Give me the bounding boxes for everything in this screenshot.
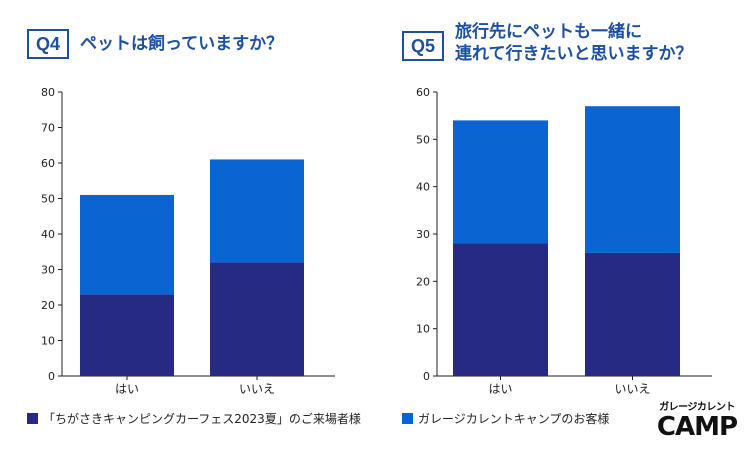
q4-x-tick-label: いいえ: [239, 382, 275, 396]
q5-y-tick-label: 20: [416, 275, 430, 288]
q4-bar-dark-0: [80, 294, 174, 376]
q5-bar-dark-1: [585, 252, 680, 376]
q4-y-tick-label: 20: [41, 299, 55, 312]
q5-x-tick-label: はい: [488, 382, 512, 396]
logo-line1: ガレージカレント: [659, 402, 735, 413]
q4-y-tick-label: 10: [41, 335, 55, 348]
q5-y-tick-label: 10: [416, 323, 430, 336]
q5-y-tick-label: 0: [423, 370, 430, 383]
q5-x-tick-label: いいえ: [614, 382, 650, 396]
q5-y-tick-label: 50: [416, 133, 430, 146]
q4-y-tick-label: 0: [48, 370, 55, 383]
q4-y-tick-label: 50: [41, 193, 55, 206]
q4-title-line: ペットは飼っていますか？: [80, 34, 284, 54]
legend-right: ガレージカレントキャンプのお客様: [402, 410, 609, 427]
q4-y-tick-label: 80: [41, 86, 55, 99]
q4-y-tick-label: 60: [41, 157, 55, 170]
logo-line2: CAMP: [656, 412, 738, 442]
q4-title: ペットは飼っていますか？: [80, 33, 283, 55]
garage-current-camp-logo: ガレージカレント CAMP: [650, 398, 744, 444]
q5-title-line-1: 旅行先にペットも一緒に: [455, 22, 642, 42]
q5-bar-dark-0: [453, 243, 548, 376]
legend-left: 「ちがさきキャンピングカーフェス2023夏」のご来場者様: [27, 410, 361, 427]
q4-bar-dark-1: [210, 262, 304, 376]
q5-bar-light-1: [585, 106, 680, 253]
q5-y-tick-label: 60: [416, 86, 430, 99]
q4-badge: Q4: [27, 29, 69, 59]
q4-y-tick-label: 70: [41, 122, 55, 135]
q4-bar-light-0: [80, 194, 174, 295]
q5-y-tick-label: 30: [416, 228, 430, 241]
legend-right-label: ガレージカレントキャンプのお客様: [418, 412, 610, 426]
legend-right-swatch: [402, 413, 413, 424]
q5-y-tick-label: 40: [416, 181, 430, 194]
q5-title-line-2: 連れて行きたいと思いますか？: [455, 44, 693, 64]
q5-title: 旅行先にペットも一緒に 連れて行きたいと思いますか？: [455, 21, 693, 65]
q4-y-tick-label: 30: [41, 264, 55, 277]
legend-left-label: 「ちがさきキャンピングカーフェス2023夏」のご来場者様: [43, 412, 361, 426]
q4-x-tick-label: はい: [115, 382, 139, 396]
q4-y-tick-label: 40: [41, 228, 55, 241]
q5-badge: Q5: [402, 31, 444, 61]
legend-left-swatch: [27, 413, 38, 424]
q4-bar-light-1: [210, 159, 304, 263]
q5-bar-light-0: [453, 120, 548, 244]
